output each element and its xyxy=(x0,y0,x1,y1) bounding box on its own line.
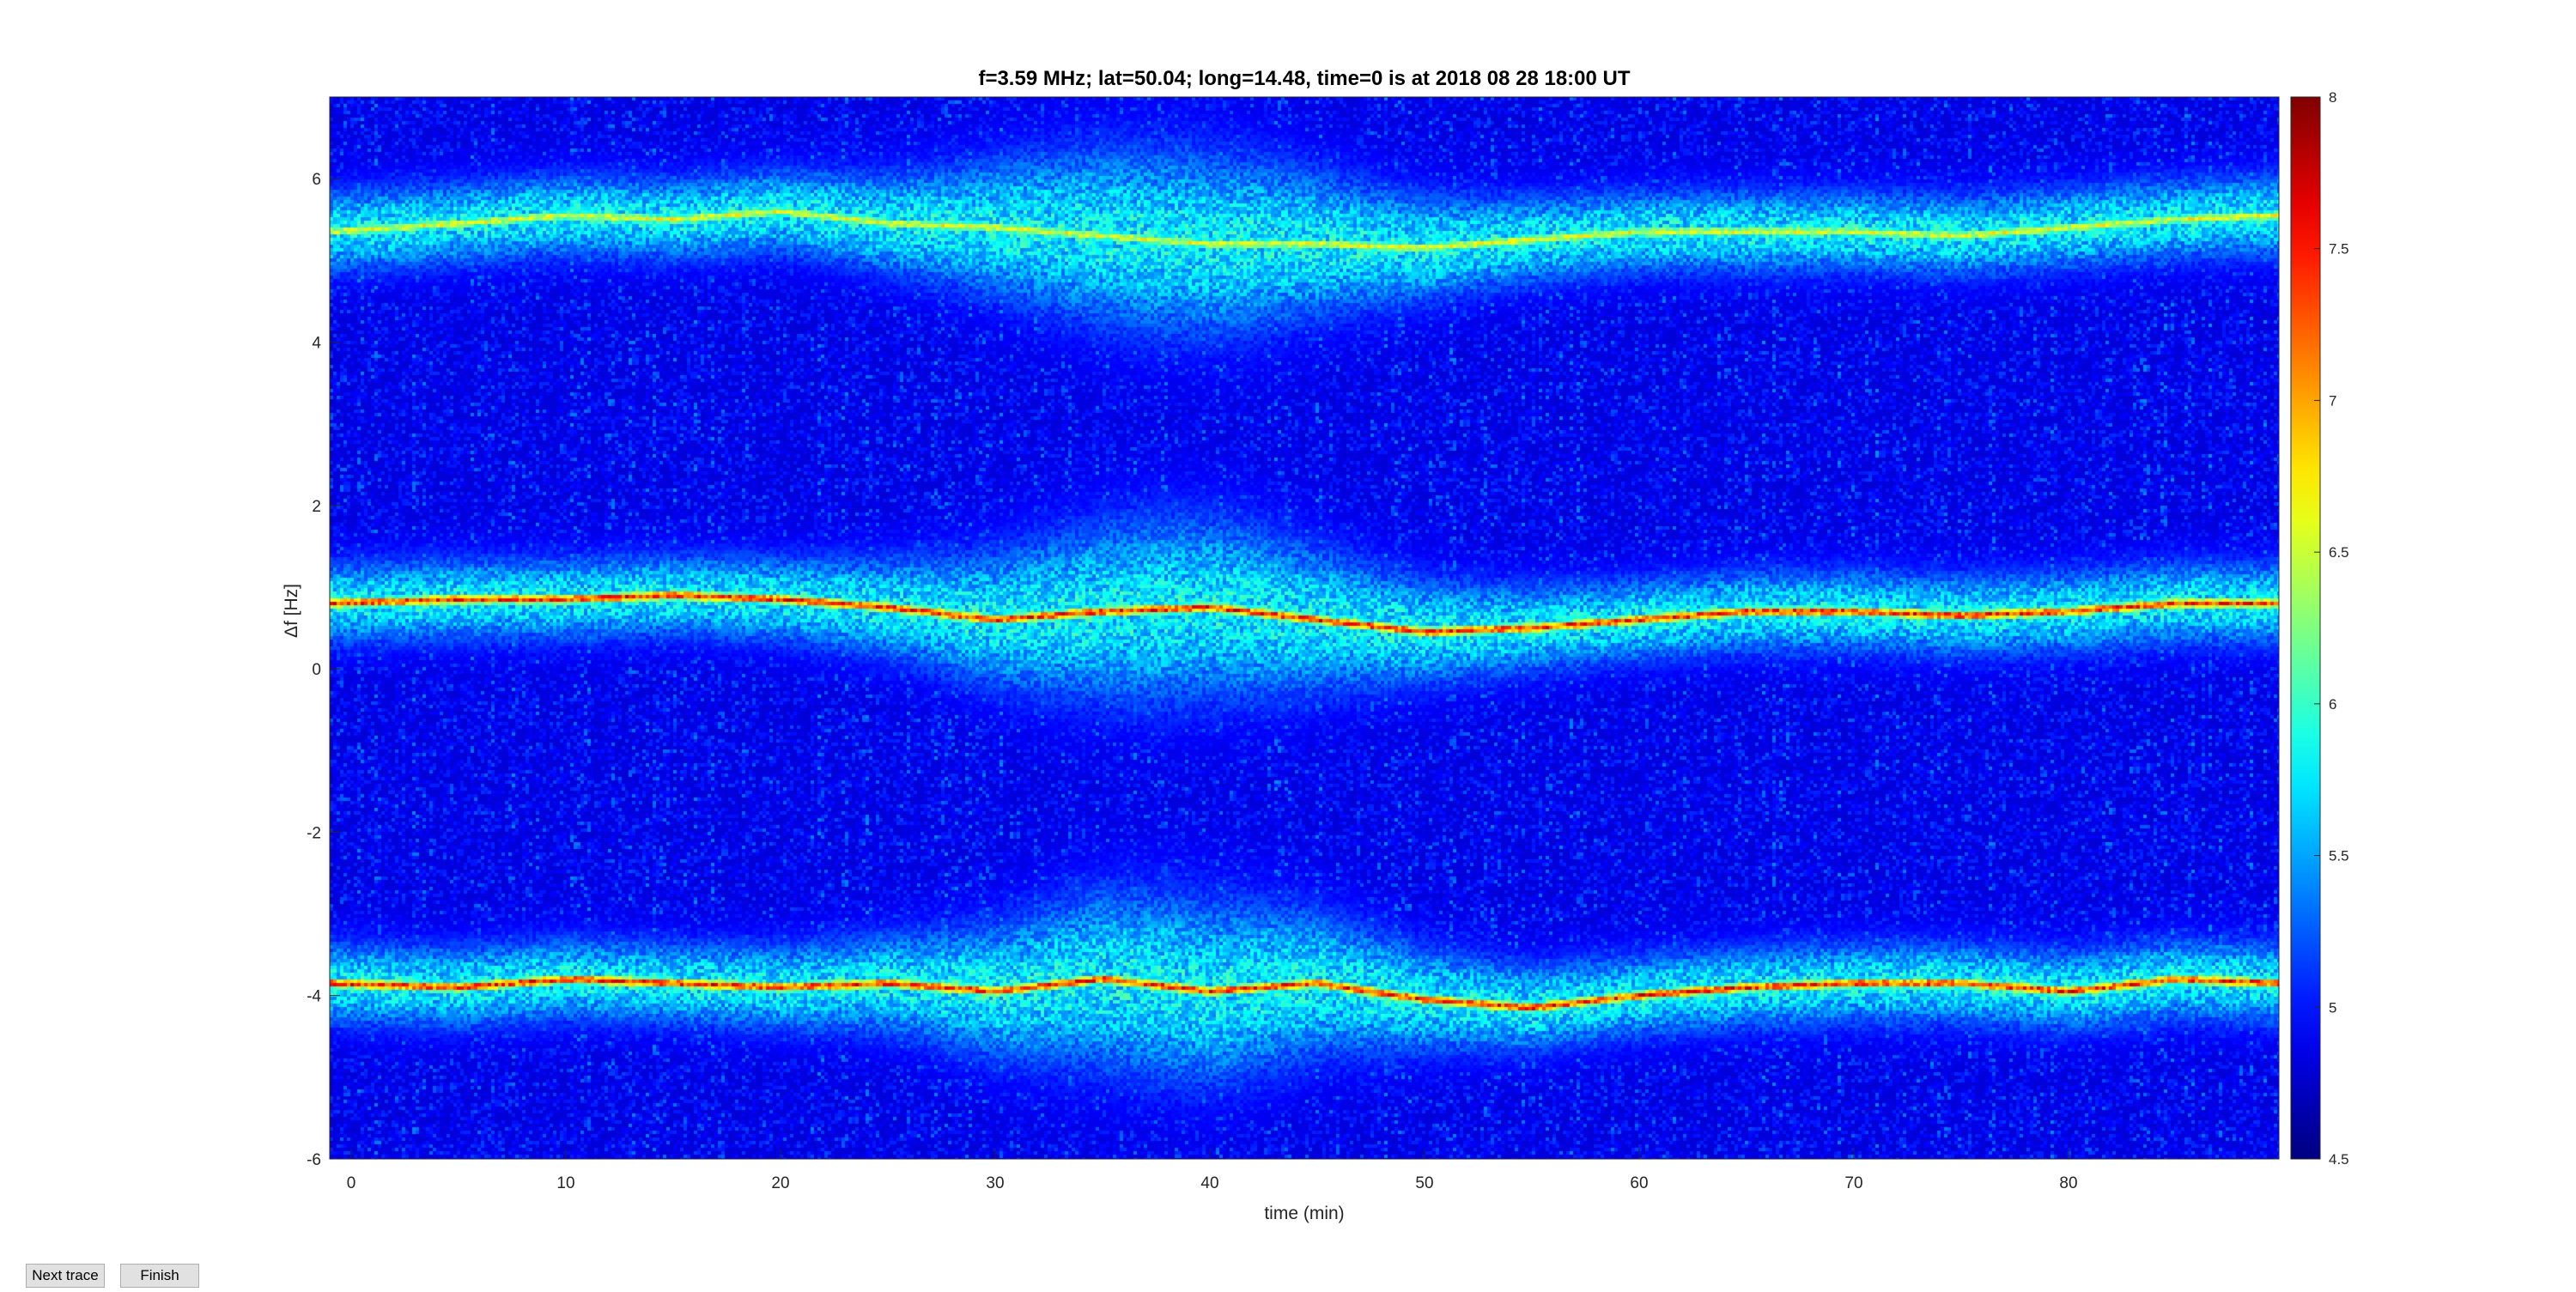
colorbar-tick-label: 7.5 xyxy=(2329,241,2349,258)
x-tick-label: 50 xyxy=(1415,1174,1433,1192)
y-tick-label: -2 xyxy=(307,824,321,842)
y-axis-label: Δf [Hz] xyxy=(282,584,301,638)
colorbar-tick-label: 7 xyxy=(2329,392,2336,409)
y-tick-label: -6 xyxy=(307,1151,321,1169)
colorbar-tick-label: 4.5 xyxy=(2329,1151,2349,1168)
x-tick-label: 80 xyxy=(2059,1174,2077,1192)
x-tick-label: 40 xyxy=(1200,1174,1218,1192)
x-tick-label: 10 xyxy=(556,1174,574,1192)
x-tick-label: 30 xyxy=(986,1174,1004,1192)
plot-frame xyxy=(329,96,2280,1160)
x-tick-label: 60 xyxy=(1630,1174,1648,1192)
x-tick-label: 0 xyxy=(347,1174,356,1192)
y-tick-label: -4 xyxy=(307,988,321,1006)
x-axis-label: time (min) xyxy=(1264,1204,1344,1223)
colorbar-tick-label: 5.5 xyxy=(2329,848,2349,864)
colorbar xyxy=(2290,96,2321,1160)
next-trace-button[interactable]: Next trace xyxy=(26,1264,105,1288)
chart-title: f=3.59 MHz; lat=50.04; long=14.48, time=… xyxy=(978,67,1631,90)
x-tick-label: 20 xyxy=(771,1174,789,1192)
y-tick-label: 0 xyxy=(312,661,321,679)
colorbar-tick-label: 5 xyxy=(2329,999,2336,1016)
y-tick-label: 6 xyxy=(312,171,321,189)
y-tick-label: 4 xyxy=(312,334,321,352)
spectrogram-canvas xyxy=(330,97,2279,1159)
colorbar-tick-label: 6 xyxy=(2329,696,2336,713)
finish-button[interactable]: Finish xyxy=(120,1264,199,1288)
colorbar-tick-label: 6.5 xyxy=(2329,544,2349,561)
x-tick-label: 70 xyxy=(1844,1174,1862,1192)
colorbar-tick-label: 8 xyxy=(2329,89,2336,106)
y-tick-label: 2 xyxy=(312,498,321,516)
spectrogram-heatmap xyxy=(330,97,2279,1159)
